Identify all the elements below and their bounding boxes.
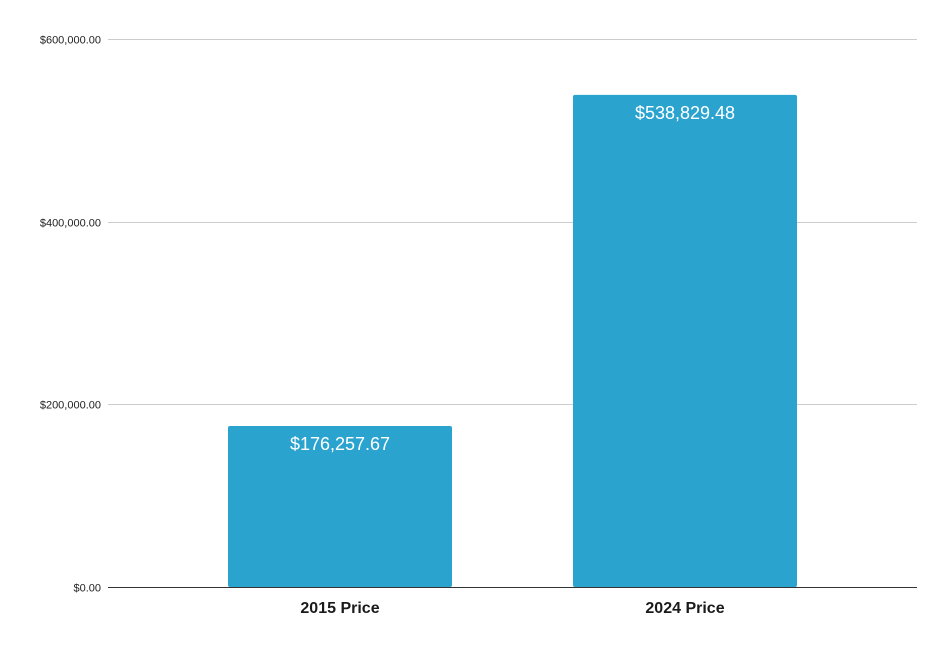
bars	[228, 94, 797, 587]
bar	[573, 94, 797, 587]
x-category-label: 2024 Price	[645, 600, 724, 617]
bar	[228, 426, 452, 587]
data-labels: $176,257.67 $538,829.48	[290, 103, 735, 454]
y-tick-label: $400,000.00	[40, 218, 101, 230]
x-category-label: 2015 Price	[300, 600, 379, 617]
y-tick-label: $200,000.00	[40, 400, 101, 412]
x-axis-categories: 2015 Price 2024 Price	[300, 600, 724, 617]
bar-data-label: $538,829.48	[635, 103, 735, 123]
bar-data-label: $176,257.67	[290, 434, 390, 454]
y-tick-label: $0.00	[73, 583, 101, 595]
y-tick-label: $600,000.00	[40, 35, 101, 47]
y-axis-ticks: $0.00 $200,000.00 $400,000.00 $600,000.00	[40, 35, 101, 595]
